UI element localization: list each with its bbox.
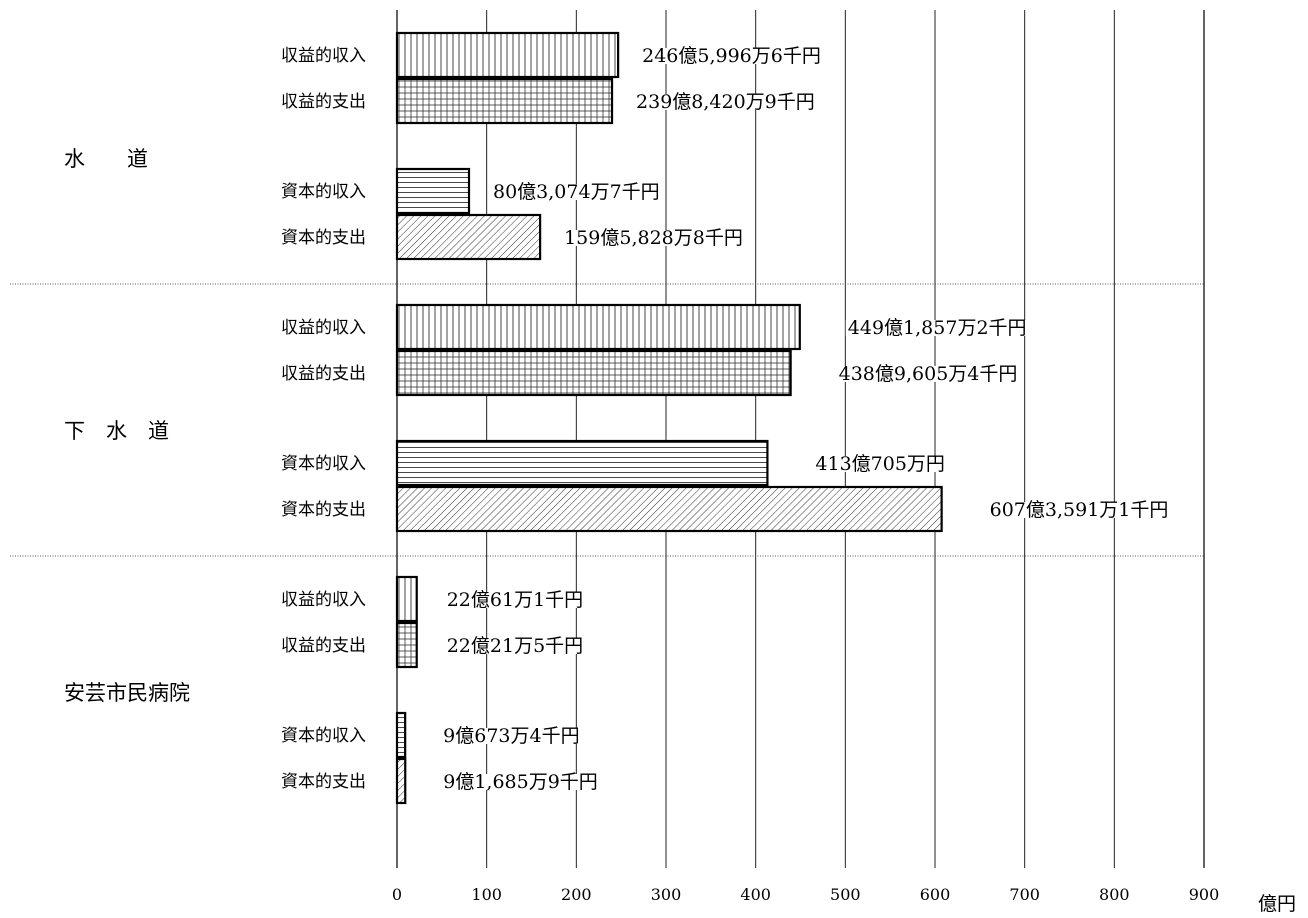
bar-grid [395, 77, 614, 125]
value-label-bg [987, 502, 1171, 518]
value-label-bg [634, 94, 817, 110]
x-tick-label: 200 [561, 885, 592, 904]
category-label: 収益的収入 [281, 46, 366, 66]
value-label: 246億5,996万6千円 [642, 45, 821, 67]
bar-horizontal [395, 711, 407, 759]
category-label: 資本的収入 [281, 726, 366, 746]
value-label: 22億21万5千円 [447, 635, 583, 657]
value-label-bg [562, 230, 745, 246]
x-tick-label: 900 [1189, 885, 1220, 904]
unit-label: 億円 [1258, 893, 1296, 915]
grid-lines [396, 10, 1205, 868]
bar-diagonal [395, 485, 943, 533]
value-label-bg [444, 592, 586, 608]
value-label-bg [640, 48, 823, 64]
group-separators [10, 283, 1204, 557]
value-label: 22億61万1千円 [447, 589, 583, 611]
x-tick-label: 600 [920, 885, 951, 904]
bar-diagonal [395, 757, 407, 805]
value-label-bg [441, 728, 582, 744]
category-label: 資本的収入 [281, 182, 366, 202]
bar-grid [395, 349, 792, 397]
x-tick-label: 0 [392, 885, 402, 904]
bar-vertical [395, 303, 801, 351]
value-label: 413億705万円 [815, 453, 945, 475]
x-tick-label: 500 [830, 885, 861, 904]
value-label-bg [441, 774, 600, 790]
value-label-bg [444, 638, 586, 654]
category-label: 資本的支出 [281, 500, 366, 520]
group-label: 下 水 道 [64, 419, 169, 443]
value-label-bg [845, 320, 1029, 336]
value-label-bg [836, 366, 1020, 382]
value-label-bg [813, 456, 947, 472]
value-label: 239億8,420万9千円 [636, 91, 815, 113]
value-label: 9億1,685万9千円 [443, 771, 598, 793]
category-label: 資本的支出 [281, 228, 366, 248]
bar-vertical [395, 31, 620, 79]
value-label: 607億3,591万1千円 [990, 499, 1169, 521]
bar-vertical [395, 575, 418, 623]
value-label: 80億3,074万7千円 [493, 181, 660, 203]
value-label: 9億673万4千円 [443, 725, 579, 747]
category-label: 収益的支出 [281, 636, 366, 656]
x-tick-label: 400 [740, 885, 771, 904]
value-label: 159億5,828万8千円 [564, 227, 743, 249]
value-label: 449億1,857万2千円 [848, 317, 1027, 339]
bar-horizontal [395, 439, 769, 487]
bars [395, 31, 1171, 805]
category-label: 収益的支出 [281, 92, 366, 112]
bar-horizontal [395, 167, 471, 215]
category-label: 資本的支出 [281, 772, 366, 792]
bar-grid [395, 621, 418, 669]
value-label-bg [491, 184, 662, 200]
group-label: 水 道 [64, 147, 148, 171]
x-tick-label: 700 [1009, 885, 1040, 904]
x-tick-label: 100 [471, 885, 502, 904]
category-label: 収益的支出 [281, 364, 366, 384]
x-tick-label: 800 [1099, 885, 1130, 904]
category-label: 資本的収入 [281, 454, 366, 474]
category-label: 収益的収入 [281, 590, 366, 610]
x-tick-label: 300 [651, 885, 682, 904]
value-label: 438億9,605万4千円 [839, 363, 1018, 385]
group-label: 安芸市民病院 [64, 681, 190, 705]
bar-diagonal [395, 213, 542, 261]
category-label: 収益的収入 [281, 318, 366, 338]
